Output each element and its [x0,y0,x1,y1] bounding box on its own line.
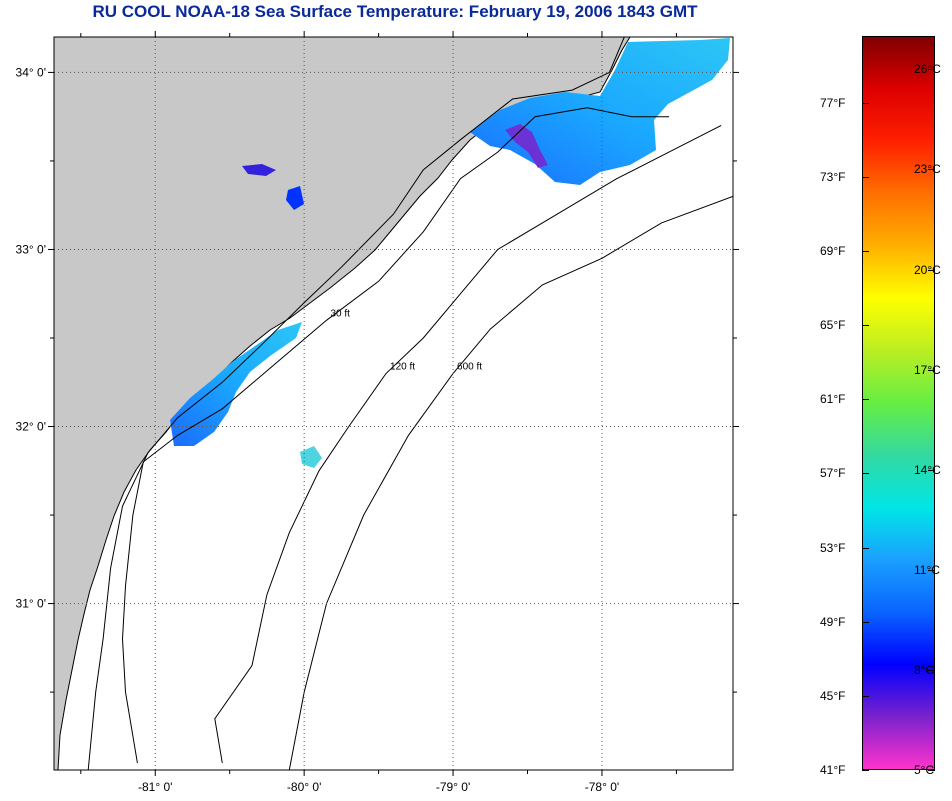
lon-tick-label: -78° 0' [585,780,619,794]
contour-label: 30 ft [330,308,350,319]
celsius-tick [928,369,935,371]
celsius-label: 14°C [914,462,941,477]
lon-tick-label: -80° 0' [287,780,321,794]
lat-tick-label: 33° 0' [16,242,46,256]
fahrenheit-tick [862,547,869,549]
celsius-label: 8°C [914,662,935,677]
fahrenheit-tick [862,473,869,475]
lat-tick-label: 31° 0' [16,597,46,611]
fahrenheit-tick [862,251,869,252]
contour-line [214,125,722,763]
fahrenheit-tick [862,695,869,697]
celsius-tick [928,169,935,171]
fahrenheit-label: 41°F [820,763,846,777]
fahrenheit-tick [862,325,869,327]
fahrenheit-label: 45°F [820,688,846,703]
lon-tick-label: -81° 0' [138,780,172,794]
celsius-label: 23°C [914,162,941,177]
celsius-tick [928,770,935,771]
depth-contours: 30 ft 120 ft 600 ft [121,107,733,770]
fahrenheit-tick [862,102,869,104]
fahrenheit-label: 61°F [820,392,846,407]
fahrenheit-tick [862,770,869,771]
celsius-tick [928,569,935,571]
celsius-tick [928,669,935,671]
fahrenheit-label: 65°F [820,318,846,333]
sst-patch-offshore [300,446,322,468]
fahrenheit-label: 69°F [820,244,846,258]
sst-patch-inland-lake-2 [286,186,304,210]
celsius-tick [928,69,935,71]
contour-label: 120 ft [390,361,415,372]
celsius-label: 5°C [914,763,935,777]
celsius-tick [928,269,935,271]
lon-tick-label: -79° 0' [436,780,470,794]
fahrenheit-label: 53°F [820,540,846,555]
sst-patch-savannah [170,322,302,446]
celsius-label: 20°C [914,262,941,277]
fahrenheit-tick [862,399,869,401]
map-ticks: -81° 0' -80° 0' -79° 0' -78° 0' 34° 0' 33° 0'… [16,31,739,794]
fahrenheit-label: 49°F [820,614,846,629]
lat-tick-label: 32° 0' [16,420,46,434]
temperature-colorbar [862,36,935,770]
coastline [87,37,625,770]
fahrenheit-label: 77°F [820,95,846,110]
contour-label: 600 ft [457,361,482,372]
fahrenheit-label: 73°F [820,169,846,184]
fahrenheit-tick [862,176,869,178]
celsius-label: 26°C [914,62,941,77]
celsius-label: 17°C [914,362,941,377]
fahrenheit-label: 57°F [820,466,846,481]
celsius-label: 11°C [914,562,940,577]
sst-patch-inland-lake [242,164,276,176]
page-title: RU COOL NOAA-18 Sea Surface Temperature:… [92,2,698,21]
contour-line [121,107,669,763]
map-frame [53,36,734,771]
celsius-tick [928,469,935,471]
fahrenheit-tick [862,621,869,623]
lat-tick-label: 34° 0' [16,65,46,79]
